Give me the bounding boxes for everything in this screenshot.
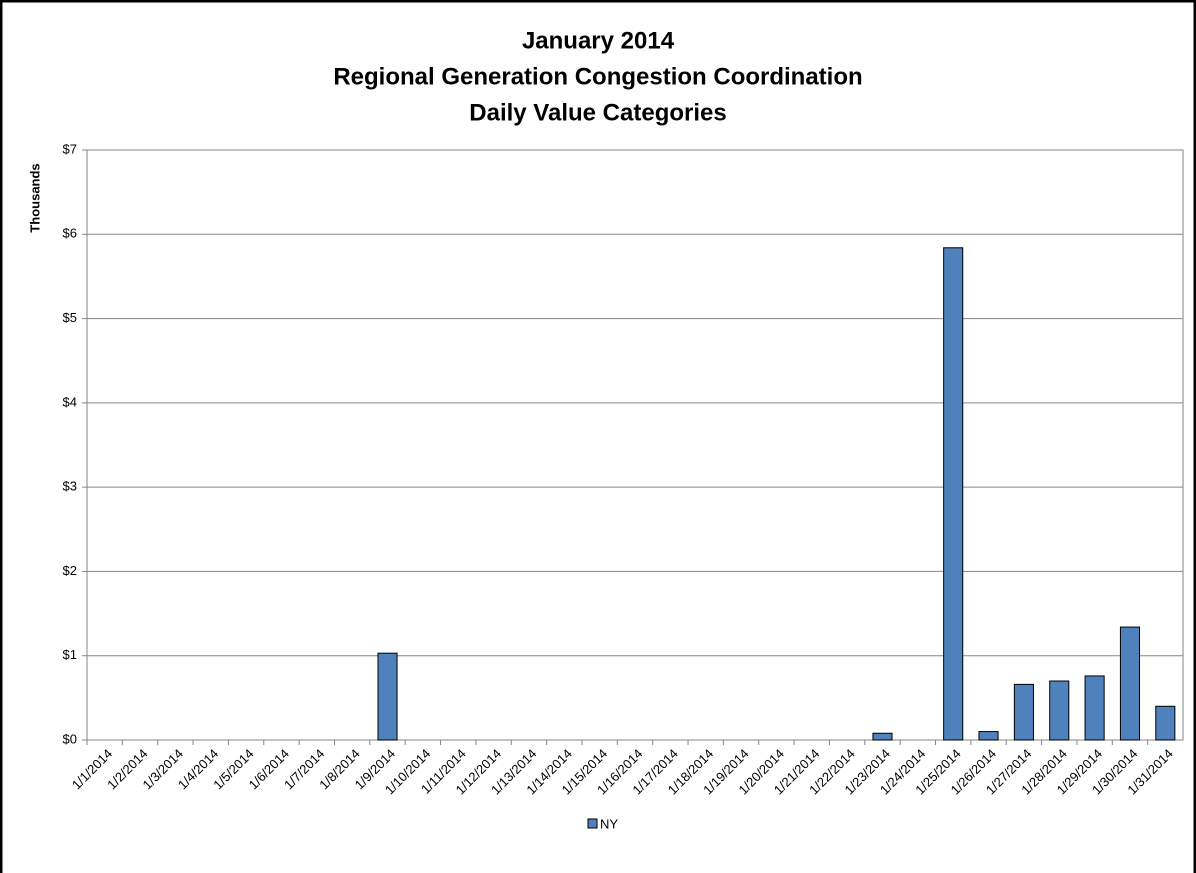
bar [1119,626,1141,741]
bar [978,731,999,741]
bar [872,732,893,741]
y-tick-label: $7 [63,141,77,156]
bar [1049,680,1070,741]
bar [943,247,964,741]
legend-swatch [587,818,598,829]
y-tick-label: $3 [63,479,77,494]
bar [1155,705,1176,741]
bar [1013,683,1034,741]
y-tick-label: $1 [63,647,77,662]
bar [377,652,398,741]
chart-title: January 2014 [522,27,675,54]
legend-label: NY [600,816,618,831]
chart-title: Daily Value Categories [469,99,726,126]
y-tick-label: $6 [63,226,77,241]
plot-border [86,149,1184,741]
y-tick-label: $4 [63,394,77,409]
y-tick-label: $0 [63,731,77,746]
y-tick-label: $2 [63,563,77,578]
y-axis-label: Thousands [27,163,42,232]
chart-title: Regional Generation Congestion Coordinat… [333,63,862,90]
bar [1084,675,1105,741]
y-tick-label: $5 [63,310,77,325]
